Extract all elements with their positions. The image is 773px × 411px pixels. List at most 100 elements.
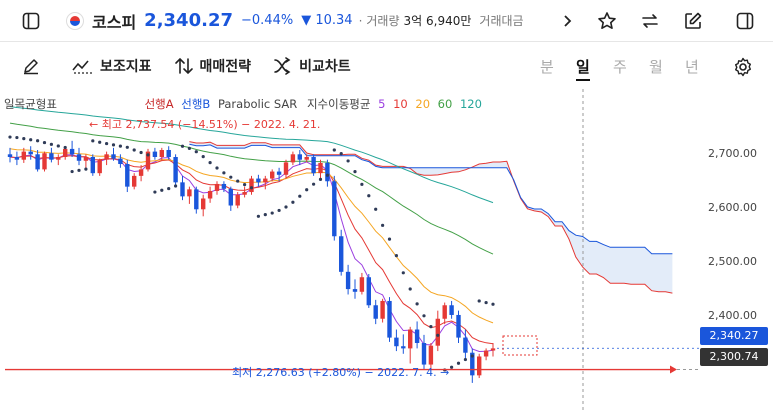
legend-ema-5: 5 (378, 97, 386, 111)
psar-dot (208, 161, 212, 165)
psar-dot (215, 166, 219, 170)
period-month[interactable]: 월 (649, 58, 663, 76)
sidebar-toggle-icon[interactable] (14, 4, 48, 38)
volume-value: 3억 6,940만 (403, 14, 472, 28)
legend-ema[interactable]: 지수이동평균 (306, 97, 371, 111)
psar-dot (381, 223, 385, 227)
candle-body (166, 149, 171, 157)
legend-ichimoku[interactable]: 일목균형표 (4, 97, 57, 111)
legend-psar[interactable]: Parabolic SAR (217, 97, 298, 111)
psar-dot (312, 182, 316, 186)
candle-body (228, 188, 233, 206)
candle-body (366, 277, 371, 306)
candle-body (297, 154, 302, 160)
psar-dot (49, 142, 54, 146)
up-down-arrows-icon (174, 57, 193, 75)
psar-dot (456, 361, 461, 365)
price-line-arrow (670, 365, 677, 374)
edit-note-icon[interactable] (676, 4, 710, 38)
psar-dot (415, 302, 419, 306)
psar-dot (153, 190, 157, 194)
psar-dot (332, 148, 336, 152)
current-price-tag: 2,340.27 (700, 327, 768, 345)
period-year[interactable]: 년 (685, 58, 699, 76)
psar-dot (491, 302, 495, 306)
psar-dot (339, 152, 343, 156)
candle-body (35, 154, 40, 170)
period-day[interactable]: 일 (576, 58, 590, 76)
candle-body (311, 157, 316, 174)
psar-dot (422, 314, 426, 318)
pencil-icon[interactable] (14, 49, 48, 83)
compare-button[interactable]: 비교차트 (273, 56, 351, 76)
candle-body (408, 329, 413, 349)
candle-body (63, 148, 68, 157)
candle-body (325, 162, 330, 182)
candle-body (490, 348, 496, 351)
candle-body (56, 157, 61, 160)
candle-body (21, 151, 26, 160)
y-tick-label: 2,500.00 (708, 255, 757, 269)
psar-dot (429, 325, 433, 329)
candle-body (138, 169, 144, 176)
psar-dot (263, 213, 267, 217)
candle-body (435, 318, 440, 346)
compare-label: 비교차트 (299, 59, 351, 75)
psar-dot (353, 170, 357, 174)
chevron-right-icon[interactable] (556, 4, 580, 38)
candle-body (207, 190, 213, 199)
candle-body (76, 154, 82, 161)
symbol-name[interactable]: 코스피 (92, 12, 137, 32)
psar-dot (243, 183, 247, 187)
star-icon[interactable] (590, 4, 624, 38)
swap-arrows-icon[interactable] (633, 4, 667, 38)
psar-dot (401, 271, 405, 275)
psar-dot (477, 299, 481, 303)
period-week[interactable]: 주 (613, 58, 627, 76)
change-percent: −0.44% (241, 13, 294, 28)
psar-dot (305, 188, 309, 192)
candle-body (194, 189, 199, 210)
candle-body (339, 236, 344, 272)
candle-body (263, 178, 268, 183)
y-tick-label: 2,600.00 (708, 201, 757, 215)
psar-dot (236, 179, 240, 183)
candle-body (152, 151, 158, 157)
candle-body (90, 157, 95, 174)
psar-dot (22, 137, 26, 141)
ema-120-line (9, 106, 494, 204)
legend-span-a: 선행A (144, 97, 174, 111)
settings-gear-icon[interactable] (726, 50, 760, 84)
candle-body (28, 151, 33, 155)
period-minute[interactable]: 분 (540, 58, 554, 76)
strategy-button[interactable]: 매매전략 (174, 56, 251, 76)
indicators-button[interactable]: 보조지표 (72, 56, 152, 76)
candle-body (125, 164, 130, 187)
psar-dot (360, 182, 364, 186)
candle-body (187, 189, 192, 197)
span-b-line (189, 143, 673, 255)
price-chart[interactable] (0, 89, 773, 411)
psar-dot (374, 207, 378, 211)
candle-body (345, 271, 351, 290)
low-annotation: 최저 2,276.63 (+2.80%) − 2022. 7. 4. → (232, 366, 450, 379)
candle-body (456, 314, 461, 338)
psar-dot (201, 155, 205, 159)
psar-dot (256, 214, 260, 218)
psar-dot (367, 194, 371, 198)
psar-dot (194, 150, 198, 154)
psar-dot (394, 254, 398, 258)
psar-dot (111, 143, 116, 147)
candle-body (373, 305, 378, 319)
legend-ema-10: 10 (393, 97, 408, 111)
indicator-wave-icon (72, 60, 92, 74)
change-absolute: ▼ 10.34 (301, 13, 353, 28)
panel-toggle-icon[interactable] (728, 4, 762, 38)
y-tick-label: 2,700.00 (708, 147, 757, 161)
candle-body (201, 198, 206, 210)
candle-body (449, 305, 454, 315)
psar-dot (15, 135, 19, 140)
psar-dot (277, 208, 281, 213)
psar-dot (284, 205, 288, 209)
candle-body (214, 183, 220, 191)
